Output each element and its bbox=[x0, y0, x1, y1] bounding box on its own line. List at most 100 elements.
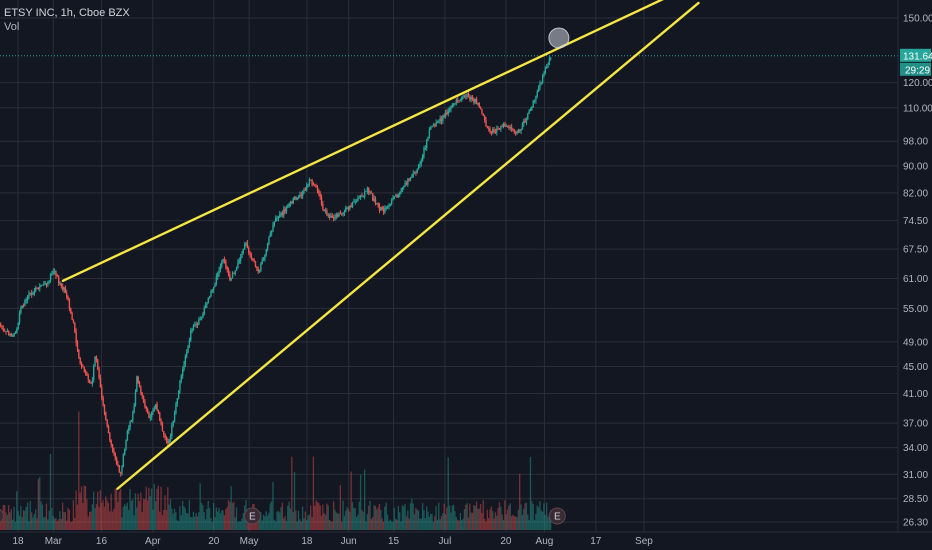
volume-bar-323 bbox=[394, 518, 397, 530]
candle-body-31 bbox=[1, 326, 3, 329]
candle-body-179 bbox=[200, 318, 203, 320]
candle-body-395 bbox=[492, 129, 494, 133]
trendline-upper[interactable] bbox=[61, 0, 666, 283]
trendline-lower[interactable] bbox=[116, 1, 700, 490]
price-tick-18: 26.30 bbox=[903, 518, 928, 529]
time-axis[interactable]: 18 Mar 16 Apr 20 May 18 Jun 15 Jul 20 Aug 17 Sep bbox=[12, 536, 653, 547]
volume-bar-163 bbox=[179, 506, 181, 530]
volume-bar-187 bbox=[211, 521, 213, 530]
candle-body-68 bbox=[51, 273, 53, 275]
volume-bar-115 bbox=[114, 488, 116, 530]
candle-body-316 bbox=[385, 207, 387, 209]
candle-body-50 bbox=[26, 296, 29, 301]
volume-bar-75 bbox=[60, 518, 62, 530]
candle-body-116 bbox=[115, 458, 118, 465]
volume-bar-250 bbox=[296, 521, 298, 530]
volume-bar-326 bbox=[399, 512, 401, 530]
candle-body-36 bbox=[8, 331, 10, 336]
candle-body-113 bbox=[111, 444, 114, 450]
volume-bar-253 bbox=[300, 521, 302, 530]
candle-body-318 bbox=[388, 205, 390, 207]
volume-bar-125 bbox=[128, 509, 130, 530]
volume-bar-162 bbox=[177, 521, 180, 530]
candle-body-145 bbox=[155, 404, 157, 409]
candle-body-49 bbox=[25, 300, 27, 301]
volume-bar-279 bbox=[335, 512, 337, 530]
volume-bar-203 bbox=[233, 501, 235, 530]
earnings-markers[interactable]: EEE bbox=[0, 507, 566, 525]
candle-body-91 bbox=[82, 365, 84, 368]
candle-body-344 bbox=[423, 148, 425, 155]
volume-bar-78 bbox=[64, 512, 66, 530]
candle-body-227 bbox=[265, 249, 267, 255]
volume-bar-402 bbox=[501, 514, 503, 530]
candle-body-282 bbox=[339, 213, 342, 215]
candle-body-242 bbox=[285, 207, 288, 212]
candle-body-280 bbox=[337, 214, 339, 217]
volume-bar-309 bbox=[376, 509, 378, 530]
candle-body-119 bbox=[119, 472, 122, 474]
price-tick-12: 45.00 bbox=[903, 362, 928, 373]
symbol-title[interactable]: ETSY INC, 1h, Cboe BZX bbox=[4, 7, 130, 19]
candle-body-203 bbox=[233, 272, 235, 275]
volume-bar-420 bbox=[525, 502, 528, 530]
time-tick-3: Apr bbox=[145, 536, 161, 547]
price-tick-16: 31.00 bbox=[903, 470, 928, 481]
candle-body-315 bbox=[384, 207, 386, 213]
earnings-marker-2[interactable] bbox=[548, 507, 566, 525]
volume-bar-50 bbox=[26, 502, 29, 530]
time-tick-8: 15 bbox=[388, 536, 400, 547]
candle-body-44 bbox=[18, 312, 21, 323]
volume-bar-287 bbox=[346, 507, 348, 530]
volume-bar-236 bbox=[277, 510, 279, 530]
trendlines[interactable] bbox=[61, 0, 700, 490]
candle-body-364 bbox=[450, 106, 452, 110]
candle-body-389 bbox=[483, 115, 486, 121]
earnings-marker-0[interactable] bbox=[0, 508, 5, 524]
candle-body-271 bbox=[324, 210, 327, 212]
volume-label[interactable]: Vol bbox=[4, 21, 20, 33]
candle-body-251 bbox=[297, 195, 300, 198]
volume-bar-227 bbox=[265, 511, 267, 530]
volume-bar-290 bbox=[350, 471, 352, 530]
candle-body-127 bbox=[130, 420, 133, 422]
volume-bar-143 bbox=[152, 509, 154, 530]
volume-bar-134 bbox=[140, 492, 142, 530]
highlight-circle[interactable] bbox=[548, 27, 570, 49]
volume-bar-426 bbox=[533, 519, 536, 530]
volume-bar-91 bbox=[82, 503, 84, 530]
candle-body-438 bbox=[550, 58, 552, 60]
volume-bar-155 bbox=[168, 504, 170, 530]
earnings-marker-1[interactable] bbox=[243, 507, 261, 525]
volume-bar-179 bbox=[200, 503, 203, 530]
candle-body-158 bbox=[172, 421, 174, 425]
candle-body-253 bbox=[300, 194, 303, 197]
candle-body-161 bbox=[176, 398, 178, 405]
volume-bar-418 bbox=[523, 508, 525, 530]
candle-body-351 bbox=[432, 125, 435, 127]
volume-bar-299 bbox=[362, 511, 364, 530]
candle-body-333 bbox=[408, 179, 410, 181]
volume-bar-357 bbox=[440, 516, 443, 530]
volume-bar-74 bbox=[59, 511, 61, 530]
candle-body-69 bbox=[52, 271, 54, 274]
candle-body-430 bbox=[539, 83, 541, 88]
candle-body-101 bbox=[95, 356, 98, 360]
candle-body-55 bbox=[33, 290, 36, 294]
volume-bar-413 bbox=[516, 517, 518, 530]
volume-bar-346 bbox=[425, 506, 428, 530]
price-axis[interactable]: 150.00 120.00 110.00 98.00 90.00 82.00 74.50 67… bbox=[903, 14, 932, 529]
candle-body-356 bbox=[439, 118, 441, 122]
candle-body-41 bbox=[14, 333, 17, 334]
volume-bar-232 bbox=[272, 481, 274, 530]
volume-bar-381 bbox=[473, 504, 475, 530]
candle-body-298 bbox=[361, 195, 363, 197]
candle-body-419 bbox=[524, 120, 526, 123]
candle-body-357 bbox=[440, 118, 443, 122]
volume-bar-228 bbox=[266, 515, 269, 530]
volume-bar-39 bbox=[12, 519, 14, 530]
volume-bar-158 bbox=[172, 513, 174, 530]
candle-body-220 bbox=[256, 266, 258, 269]
volume-bar-55 bbox=[33, 514, 35, 530]
